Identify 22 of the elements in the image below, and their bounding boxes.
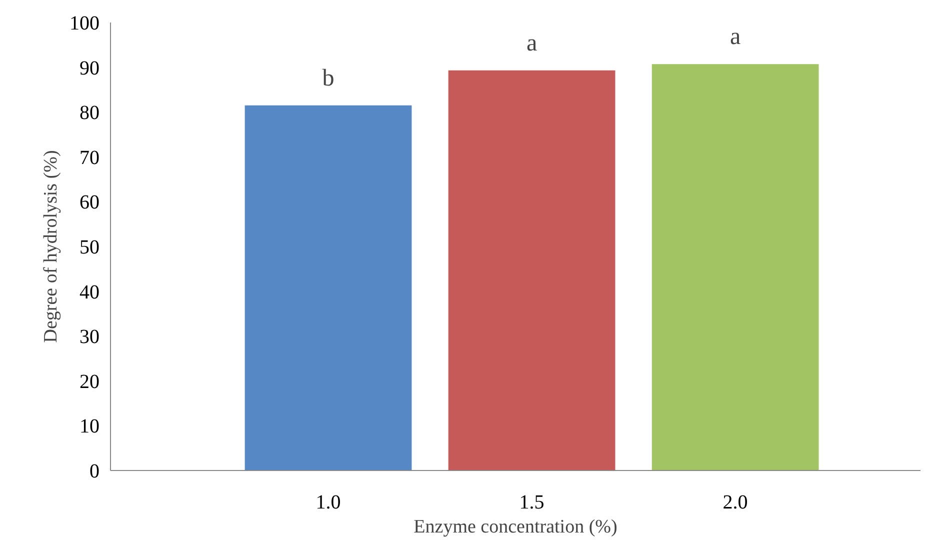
annotation: a xyxy=(526,30,538,56)
y-tick-label: 50 xyxy=(80,236,100,258)
bar xyxy=(244,105,412,470)
annotation: b xyxy=(322,65,334,92)
x-tick-label: 1.5 xyxy=(519,492,544,514)
y-tick-label: 60 xyxy=(80,192,100,214)
x-tick-label: 1.0 xyxy=(316,492,341,514)
y-tick-label: 70 xyxy=(80,146,100,169)
annotation: a xyxy=(730,24,741,50)
x-axis-title: Enzyme concentration (%) xyxy=(414,516,618,538)
y-tick-label: 0 xyxy=(90,460,100,482)
y-tick-label: 90 xyxy=(80,57,100,80)
y-tick-label: 30 xyxy=(80,326,100,348)
x-tick-label: 2.0 xyxy=(722,492,748,514)
y-tick-label: 40 xyxy=(80,281,100,304)
y-tick-label: 20 xyxy=(80,370,100,393)
y-tick-label: 10 xyxy=(80,416,100,438)
bar xyxy=(652,64,819,470)
y-tick-label: 80 xyxy=(80,102,100,124)
y-tick-label: 100 xyxy=(70,12,100,34)
y-axis-title: Degree of hydrolysis (%) xyxy=(40,150,62,343)
bar xyxy=(448,70,616,470)
